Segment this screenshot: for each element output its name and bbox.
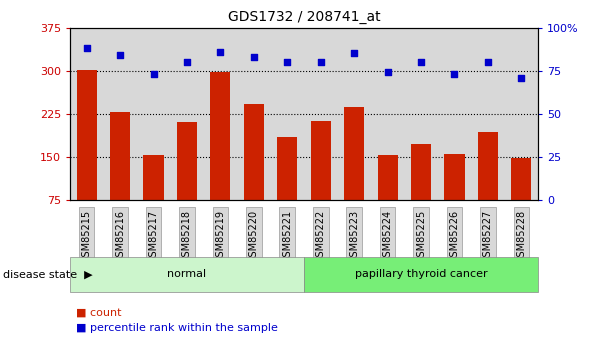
Bar	[143, 155, 164, 200]
Point	[282, 59, 292, 65]
Text: normal: normal	[167, 269, 207, 279]
Text: papillary thyroid cancer: papillary thyroid cancer	[354, 269, 488, 279]
Bar	[210, 72, 230, 200]
Point	[249, 54, 259, 60]
Point	[517, 75, 527, 80]
Point	[81, 46, 91, 51]
Text: ■ percentile rank within the sample: ■ percentile rank within the sample	[76, 323, 278, 333]
Point	[316, 59, 326, 65]
Bar	[77, 70, 97, 200]
Point	[383, 70, 393, 75]
Point	[349, 51, 359, 56]
Bar	[110, 112, 130, 200]
Text: GDS1732 / 208741_at: GDS1732 / 208741_at	[227, 10, 381, 24]
Point	[483, 59, 493, 65]
Point	[115, 52, 125, 58]
Point	[148, 71, 158, 77]
Bar	[478, 132, 498, 200]
Bar	[444, 154, 465, 200]
Point	[182, 59, 192, 65]
Point	[449, 71, 460, 77]
Text: disease state  ▶: disease state ▶	[3, 269, 92, 279]
Point	[215, 49, 225, 55]
Bar	[344, 107, 364, 200]
Bar	[511, 158, 531, 200]
Bar	[244, 104, 264, 200]
Bar	[411, 144, 431, 200]
Text: ■ count: ■ count	[76, 307, 122, 317]
Point	[416, 59, 426, 65]
Bar	[177, 122, 197, 200]
Bar	[378, 155, 398, 200]
Bar	[311, 121, 331, 200]
Bar	[277, 137, 297, 200]
